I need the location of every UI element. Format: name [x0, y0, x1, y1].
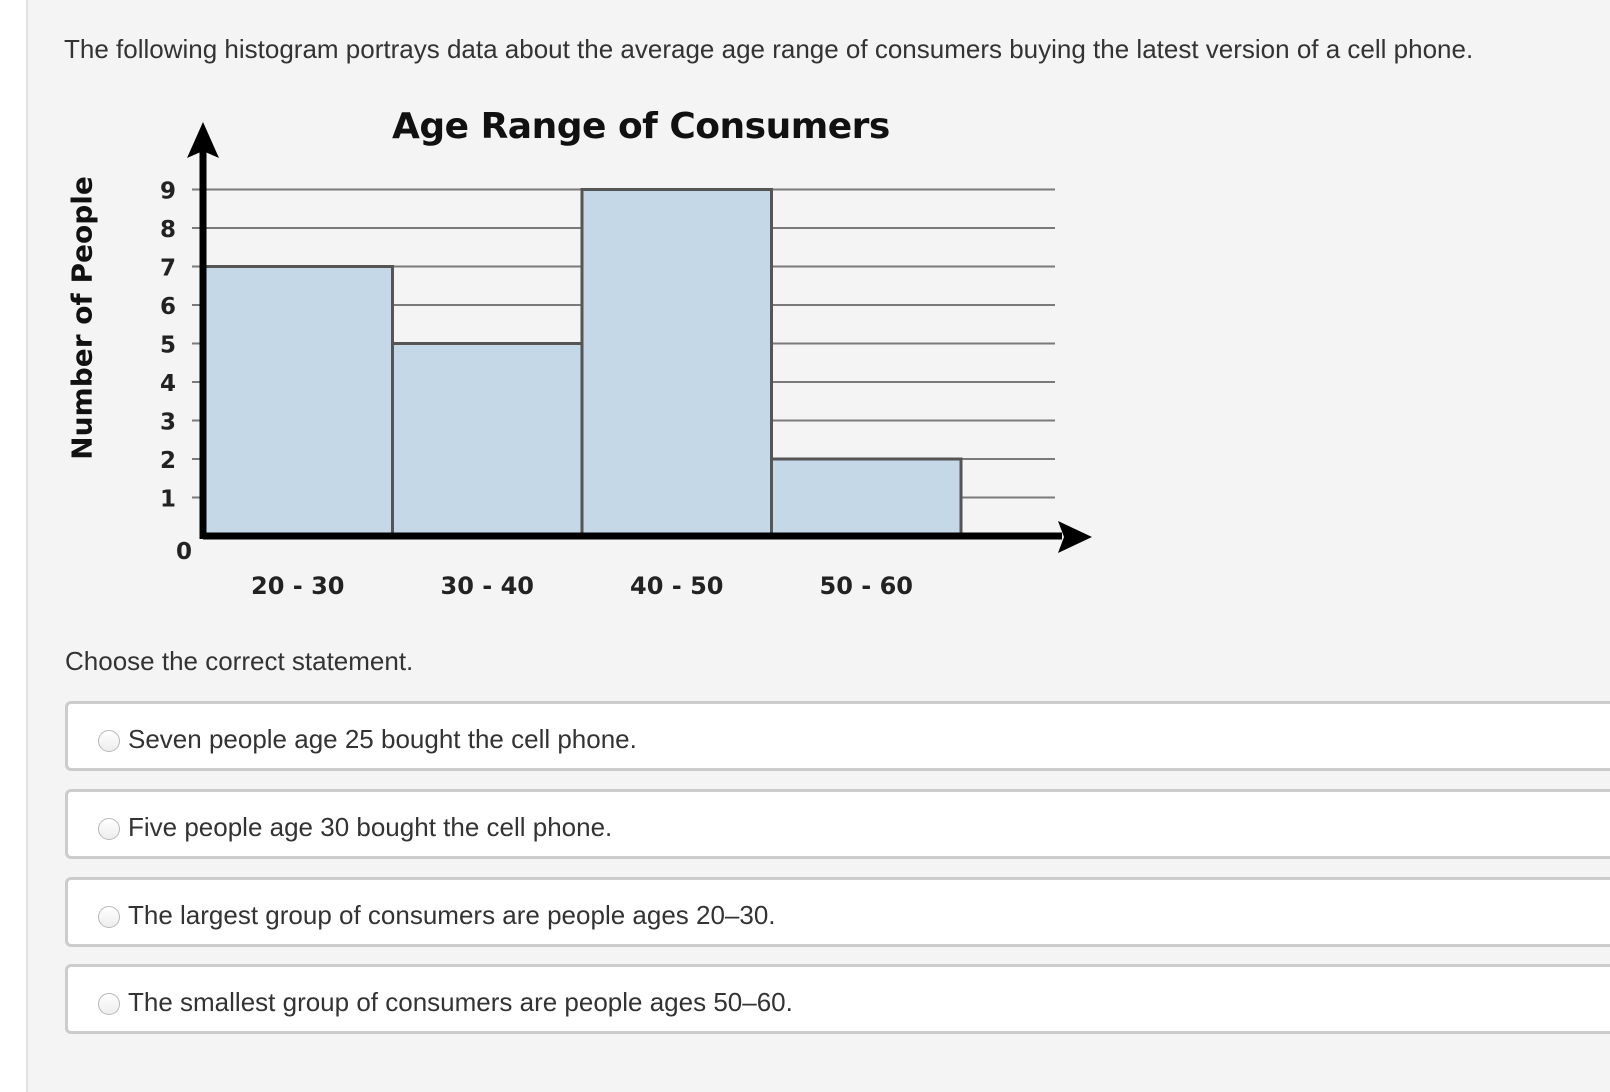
y-tick-label: 6: [160, 294, 176, 320]
y-tick-label: 9: [160, 179, 176, 205]
option-label: Five people age 30 bought the cell phone…: [128, 812, 613, 842]
y-tick-label: 4: [160, 371, 176, 397]
option-label: Seven people age 25 bought the cell phon…: [128, 724, 637, 754]
radio-button[interactable]: [98, 730, 120, 752]
radio-button[interactable]: [98, 906, 120, 928]
y-tick-label: 7: [160, 256, 176, 282]
question-prompt: The following histogram portrays data ab…: [64, 34, 1474, 64]
answer-option-2[interactable]: Five people age 30 bought the cell phone…: [65, 789, 1610, 859]
y-tick-label: 3: [160, 410, 176, 436]
option-label: The smallest group of consumers are peop…: [128, 987, 793, 1017]
x-tick-label: 40 - 50: [630, 572, 723, 600]
answer-option-3[interactable]: The largest group of consumers are peopl…: [65, 877, 1610, 947]
question-instruction: Choose the correct statement.: [65, 646, 414, 676]
x-tick-label: 50 - 60: [820, 572, 913, 600]
answer-option-4[interactable]: The smallest group of consumers are peop…: [65, 964, 1610, 1034]
histogram-bar: [201, 265, 394, 538]
y-axis-arrow-icon: [187, 122, 219, 158]
histogram-bar: [391, 342, 584, 538]
y-tick-label: 2: [160, 448, 176, 474]
x-tick-label: 20 - 30: [251, 572, 344, 600]
y-tick-label: 0: [176, 539, 192, 565]
chart-title: Age Range of Consumers: [392, 106, 890, 147]
y-tick-label: 8: [160, 217, 176, 243]
x-axis-arrow-icon: [1058, 521, 1092, 553]
answer-option-1[interactable]: Seven people age 25 bought the cell phon…: [65, 701, 1610, 771]
option-label: The largest group of consumers are peopl…: [128, 900, 776, 930]
y-tick-label: 1: [160, 487, 176, 513]
chart-plot: 1 2 3 4 5 6 7 8 9 0 20 - 30 30 - 40 40 - 50 50 - 60: [160, 122, 1092, 600]
histogram-bar: [770, 457, 963, 538]
histogram-bar: [580, 188, 773, 538]
x-tick-label: 30 - 40: [441, 572, 534, 600]
radio-button[interactable]: [98, 993, 120, 1015]
radio-button[interactable]: [98, 818, 120, 840]
y-tick-label: 5: [160, 333, 176, 359]
